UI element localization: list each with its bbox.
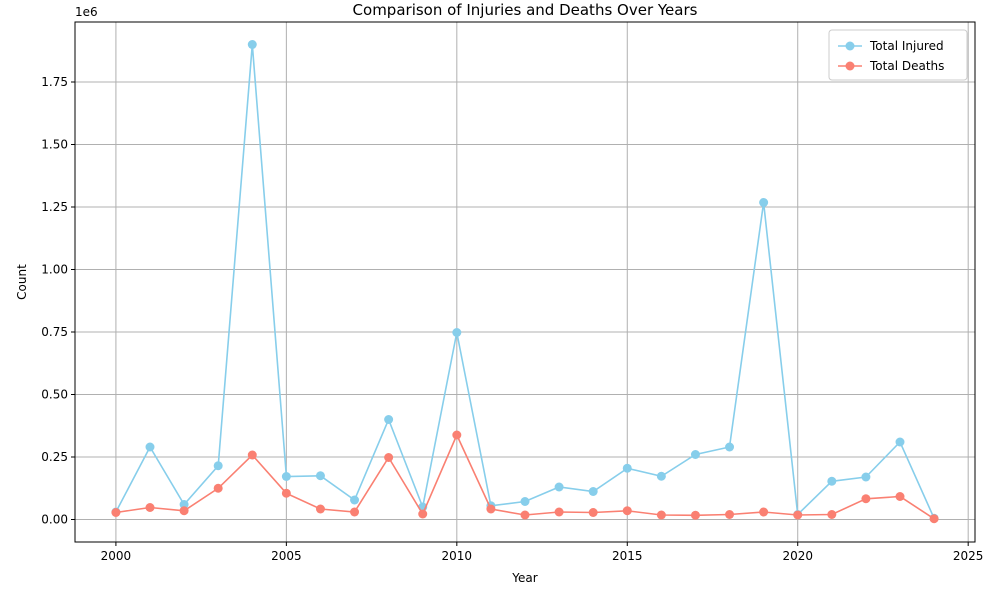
data-point-total-injured xyxy=(759,198,769,207)
y-tick-label: 0.50 xyxy=(41,388,68,402)
chart-title: Comparison of Injuries and Deaths Over Y… xyxy=(353,1,698,19)
data-point-total-deaths xyxy=(759,507,769,517)
x-tick-label: 2010 xyxy=(442,549,473,563)
y-tick-label: 0.25 xyxy=(41,450,68,464)
y-tick-label: 1.50 xyxy=(41,138,68,152)
legend: Total Injured Total Deaths xyxy=(828,29,968,81)
data-point-total-injured xyxy=(213,461,223,471)
data-point-total-deaths xyxy=(895,492,905,501)
data-point-total-injured xyxy=(315,471,325,481)
data-point-total-deaths xyxy=(554,507,564,517)
data-point-total-deaths xyxy=(725,510,735,519)
data-point-total-deaths xyxy=(520,510,530,520)
data-point-total-deaths xyxy=(179,506,189,516)
data-point-total-deaths xyxy=(145,503,155,512)
data-point-total-deaths xyxy=(350,507,360,517)
data-point-total-deaths xyxy=(588,508,598,517)
series-layer xyxy=(111,40,939,524)
grid xyxy=(75,22,975,542)
y-tick-label: 1.25 xyxy=(41,200,68,214)
data-point-total-injured xyxy=(350,495,360,505)
x-tick-label: 2020 xyxy=(782,549,813,563)
y-tick-label: 0.75 xyxy=(41,325,68,339)
data-point-total-deaths xyxy=(281,488,291,498)
legend-box xyxy=(828,29,968,81)
data-point-total-injured xyxy=(520,497,530,506)
data-point-total-injured xyxy=(247,40,257,49)
data-point-total-deaths xyxy=(315,504,325,514)
data-point-total-injured xyxy=(690,450,700,459)
legend-marker-total-deaths xyxy=(845,61,855,71)
legend-label-total-injured: Total Injured xyxy=(869,39,944,53)
data-point-total-injured xyxy=(861,472,871,482)
x-axis-label: Year xyxy=(511,571,537,585)
ticks: 2000 2005 2010 2015 2020 2025 0.00 0.25 0.50 0.75… xyxy=(41,75,983,563)
y-tick-label: 0.00 xyxy=(41,513,68,527)
legend-marker-total-injured xyxy=(845,41,855,51)
x-tick-label: 2005 xyxy=(271,549,302,563)
data-point-total-deaths xyxy=(418,509,428,519)
data-point-total-injured xyxy=(281,472,291,481)
data-point-total-deaths xyxy=(656,510,666,520)
data-point-total-injured xyxy=(656,471,666,481)
series-total-deaths xyxy=(111,430,939,524)
data-point-total-injured xyxy=(725,442,735,452)
data-point-total-deaths xyxy=(247,450,257,460)
series-line-total-injured xyxy=(115,44,935,519)
data-point-total-deaths xyxy=(486,504,496,514)
x-tick-label: 2015 xyxy=(612,549,643,563)
data-point-total-deaths xyxy=(384,453,394,462)
y-tick-label: 1.75 xyxy=(41,75,68,89)
data-point-total-deaths xyxy=(827,510,837,519)
data-point-total-deaths xyxy=(861,494,871,504)
data-point-total-injured xyxy=(452,328,462,337)
data-point-total-injured xyxy=(145,442,155,452)
y-axis-label: Count xyxy=(15,264,29,300)
data-point-total-injured xyxy=(384,415,394,424)
data-point-total-deaths xyxy=(213,483,223,493)
y-tick-label: 1.00 xyxy=(41,263,68,277)
data-point-total-injured xyxy=(827,476,837,486)
series-line-total-deaths xyxy=(115,433,935,520)
data-point-total-injured xyxy=(179,500,189,509)
data-point-total-deaths xyxy=(452,430,462,440)
x-tick-label: 2025 xyxy=(953,549,984,563)
data-point-total-deaths xyxy=(690,510,700,520)
data-point-total-injured xyxy=(588,487,598,496)
data-point-total-injured xyxy=(895,437,905,447)
data-point-total-deaths xyxy=(929,514,939,524)
series-total-injured xyxy=(111,40,939,523)
data-point-total-deaths xyxy=(111,508,121,517)
y-offset-label: 1e6 xyxy=(75,5,98,19)
x-tick-label: 2000 xyxy=(101,549,132,563)
data-point-total-deaths xyxy=(793,510,803,520)
data-point-total-injured xyxy=(554,482,564,492)
data-point-total-injured xyxy=(622,463,632,473)
legend-label-total-deaths: Total Deaths xyxy=(869,59,944,73)
plot-frame xyxy=(74,21,976,543)
data-point-total-deaths xyxy=(622,506,632,516)
